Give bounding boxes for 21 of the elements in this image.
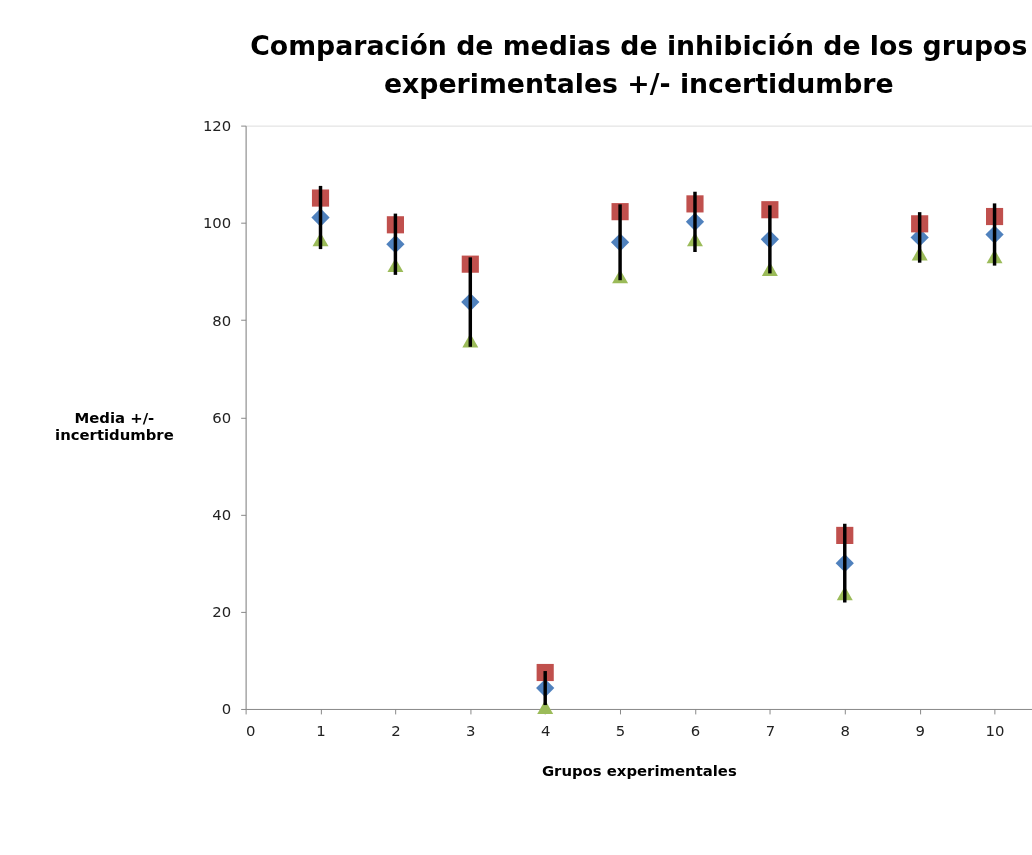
- x-tick-label: 2: [391, 722, 401, 741]
- y-tick-label: 0: [221, 700, 232, 719]
- x-tick-label: 10: [985, 722, 1005, 741]
- y-tick-label: 40: [212, 505, 232, 524]
- y-tick-label: 20: [212, 603, 232, 622]
- x-tick-label: 9: [915, 722, 925, 741]
- x-tick-label: 3: [466, 722, 476, 741]
- x-tick-label: 8: [840, 722, 850, 741]
- x-tick-label: 0: [246, 722, 256, 741]
- x-tick-label: 1: [316, 722, 326, 741]
- chart-title: Comparación de medias de inhibición de los grupos experimentales +/- incertidumbre: [250, 30, 1028, 99]
- y-tick-label: 120: [202, 117, 232, 136]
- y-axis-title: Media +/- incertidumbre: [55, 408, 174, 444]
- x-tick-label: 6: [690, 722, 701, 741]
- x-tick-label: 5: [615, 722, 626, 741]
- y-tick-label: 100: [202, 214, 232, 233]
- x-axis-title: Grupos experimentales: [541, 761, 737, 780]
- x-tick-label: 7: [765, 722, 776, 741]
- y-tick-label: 80: [212, 311, 232, 330]
- x-tick-label: 4: [540, 722, 551, 741]
- y-tick-label: 60: [212, 408, 232, 427]
